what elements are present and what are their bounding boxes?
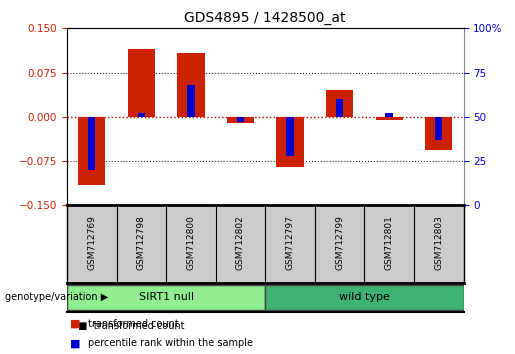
Bar <box>286 117 294 156</box>
Text: percentile rank within the sample: percentile rank within the sample <box>88 338 252 348</box>
Bar <box>67 285 265 310</box>
Bar <box>177 53 204 117</box>
Title: GDS4895 / 1428500_at: GDS4895 / 1428500_at <box>184 11 346 24</box>
Text: GSM712798: GSM712798 <box>137 215 146 270</box>
Text: GSM712801: GSM712801 <box>385 215 393 270</box>
Bar <box>277 117 304 167</box>
Bar <box>237 117 244 122</box>
Text: genotype/variation ▶: genotype/variation ▶ <box>5 292 108 302</box>
Bar <box>187 85 195 117</box>
Text: ■: ■ <box>70 319 80 329</box>
Bar <box>336 99 344 117</box>
Text: GSM712799: GSM712799 <box>335 215 344 270</box>
Text: ■  transformed count: ■ transformed count <box>72 321 184 331</box>
Text: SIRT1 null: SIRT1 null <box>139 292 194 302</box>
Bar <box>138 113 145 117</box>
Text: GSM712797: GSM712797 <box>285 215 295 270</box>
Bar <box>78 117 106 185</box>
Bar <box>326 90 353 117</box>
Text: transformed count: transformed count <box>88 319 178 329</box>
Text: GSM712800: GSM712800 <box>186 215 195 270</box>
Bar <box>385 113 393 117</box>
Text: GSM712802: GSM712802 <box>236 215 245 270</box>
Bar <box>375 117 403 120</box>
Text: GSM712803: GSM712803 <box>434 215 443 270</box>
Text: ■: ■ <box>70 338 80 348</box>
Bar <box>128 49 155 117</box>
Bar <box>227 117 254 123</box>
Text: wild type: wild type <box>339 292 390 302</box>
Bar <box>435 117 442 140</box>
Text: GSM712769: GSM712769 <box>87 215 96 270</box>
Bar <box>265 285 464 310</box>
Bar <box>88 117 95 170</box>
Bar <box>425 117 452 150</box>
